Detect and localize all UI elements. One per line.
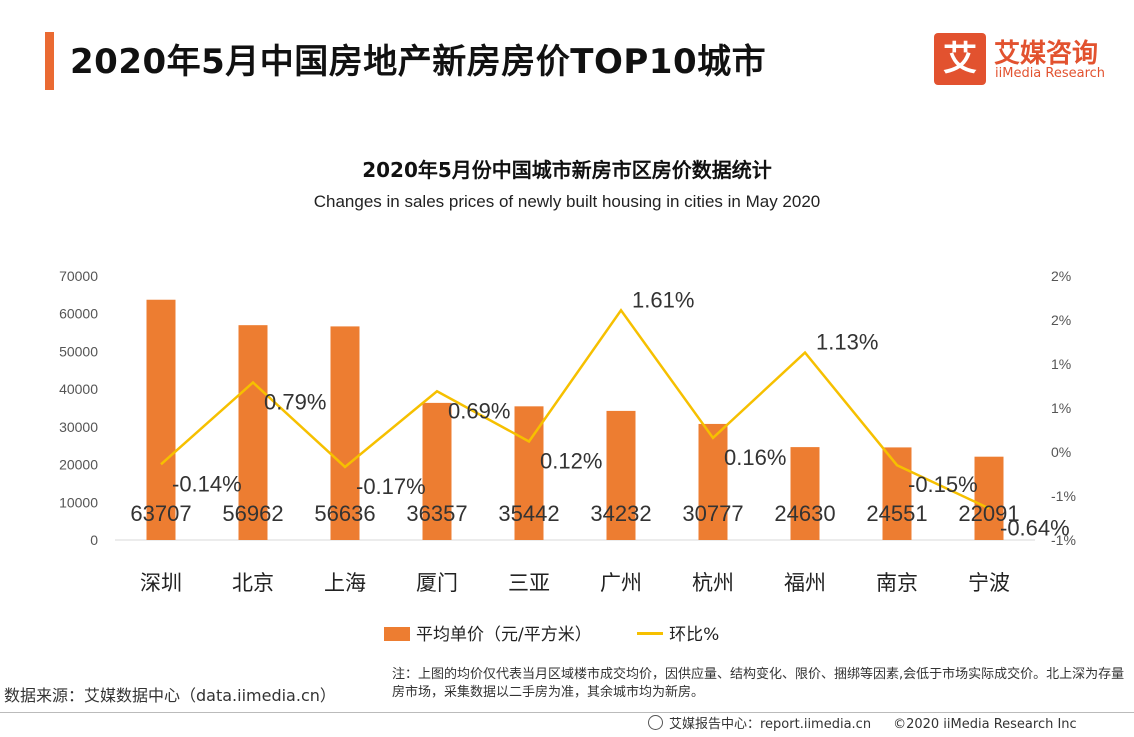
bar-value-label: 56962 bbox=[222, 501, 283, 526]
bar bbox=[146, 299, 176, 540]
copyright: ©2020 iiMedia Research Inc bbox=[893, 717, 1077, 732]
x-tick-label: 厦门 bbox=[416, 571, 458, 595]
bar-value-label: 34232 bbox=[590, 501, 651, 526]
legend-line-swatch bbox=[637, 632, 664, 635]
bar bbox=[238, 325, 268, 540]
series-line bbox=[160, 308, 990, 510]
line-value-label: -0.15% bbox=[908, 472, 978, 497]
bar bbox=[606, 410, 636, 540]
bar bbox=[974, 456, 1004, 540]
x-tick-label: 深圳 bbox=[140, 571, 182, 595]
title-accent-bar bbox=[45, 32, 54, 90]
page-title: 2020年5月中国房地产新房房价TOP10城市 bbox=[70, 42, 767, 82]
x-tick-label: 福州 bbox=[784, 571, 826, 595]
y-right-tick-label: -1% bbox=[1051, 488, 1076, 504]
y-left-tick-label: 70000 bbox=[59, 268, 98, 284]
logo-cn-text: 艾媒咨询 bbox=[994, 39, 1099, 69]
x-tick-label: 南京 bbox=[876, 571, 918, 595]
report-center: 艾媒报告中心：report.iimedia.cn bbox=[669, 717, 872, 732]
bar-value-label: 35442 bbox=[498, 501, 559, 526]
line-value-label: -0.17% bbox=[356, 474, 426, 499]
x-tick-label: 宁波 bbox=[968, 571, 1010, 595]
x-tick-label: 北京 bbox=[232, 571, 274, 595]
bar bbox=[882, 447, 912, 540]
y-left-tick-label: 20000 bbox=[59, 457, 98, 473]
globe-icon bbox=[648, 715, 663, 730]
line-value-label: 1.13% bbox=[816, 330, 878, 355]
logo: 艾 bbox=[934, 33, 986, 85]
bar-value-label: 63707 bbox=[130, 501, 191, 526]
bar bbox=[698, 423, 728, 540]
y-right-tick-label: 1% bbox=[1051, 356, 1071, 372]
data-source: 数据来源：艾媒数据中心（data.iimedia.cn） bbox=[4, 686, 336, 705]
bar-value-label: 22091 bbox=[958, 501, 1019, 526]
bar bbox=[330, 326, 360, 540]
y-right-tick-label: 0% bbox=[1051, 444, 1071, 460]
bar-value-label: 30777 bbox=[682, 501, 743, 526]
line-value-label: -0.64% bbox=[1000, 515, 1070, 540]
y-left-tick-label: 40000 bbox=[59, 381, 98, 397]
line-value-label: 1.61% bbox=[632, 287, 694, 312]
y-right-tick-label: 2% bbox=[1051, 312, 1071, 328]
y-left-tick-label: 10000 bbox=[59, 494, 98, 510]
x-tick-label: 三亚 bbox=[508, 571, 550, 595]
bar bbox=[790, 447, 820, 540]
line-value-label: 0.16% bbox=[724, 445, 786, 470]
y-right-tick-label: 1% bbox=[1051, 400, 1071, 416]
logo-en-text: iiMedia Research bbox=[995, 66, 1106, 81]
bar-value-label: 24551 bbox=[866, 501, 927, 526]
line-value-label: 0.12% bbox=[540, 448, 602, 473]
footer-divider bbox=[0, 712, 1134, 713]
y-left-tick-label: 50000 bbox=[59, 343, 98, 359]
bar-value-label: 24630 bbox=[774, 501, 835, 526]
chart-note: 注：上图的均价仅代表当月区域楼市成交均价，因供应量、结构变化、限价、捆绑等因素,… bbox=[392, 667, 1125, 700]
chart-subtitle: Changes in sales prices of newly built h… bbox=[313, 192, 821, 211]
x-tick-label: 上海 bbox=[324, 571, 366, 595]
y-right-tick-label: -1% bbox=[1051, 532, 1076, 548]
y-right-tick-label: 2% bbox=[1051, 268, 1071, 284]
legend-bar-swatch bbox=[384, 627, 410, 641]
bar-value-label: 36357 bbox=[406, 501, 467, 526]
legend-bar-label: 平均单价（元/平方米） bbox=[416, 625, 592, 645]
legend-line-label: 环比% bbox=[669, 625, 720, 645]
chart-legend: 平均单价（元/平方米） 环比% bbox=[384, 620, 719, 645]
logo-glyph: 艾 bbox=[943, 39, 977, 79]
footer: 艾媒报告中心：report.iimedia.cn ©2020 iiMedia Re… bbox=[648, 713, 1077, 732]
y-left-tick-label: 0 bbox=[90, 532, 98, 548]
line-value-label: 0.79% bbox=[264, 389, 326, 414]
x-tick-label: 广州 bbox=[600, 571, 642, 595]
bar bbox=[422, 402, 452, 540]
y-left-tick-label: 30000 bbox=[59, 419, 98, 435]
line-value-label: 0.69% bbox=[448, 398, 510, 423]
y-left-tick-label: 60000 bbox=[59, 306, 98, 322]
chart-title: 2020年5月份中国城市新房市区房价数据统计 bbox=[362, 158, 772, 182]
x-tick-label: 杭州 bbox=[692, 571, 734, 595]
line-value-label: -0.14% bbox=[172, 471, 242, 496]
bar-value-label: 56636 bbox=[314, 501, 375, 526]
